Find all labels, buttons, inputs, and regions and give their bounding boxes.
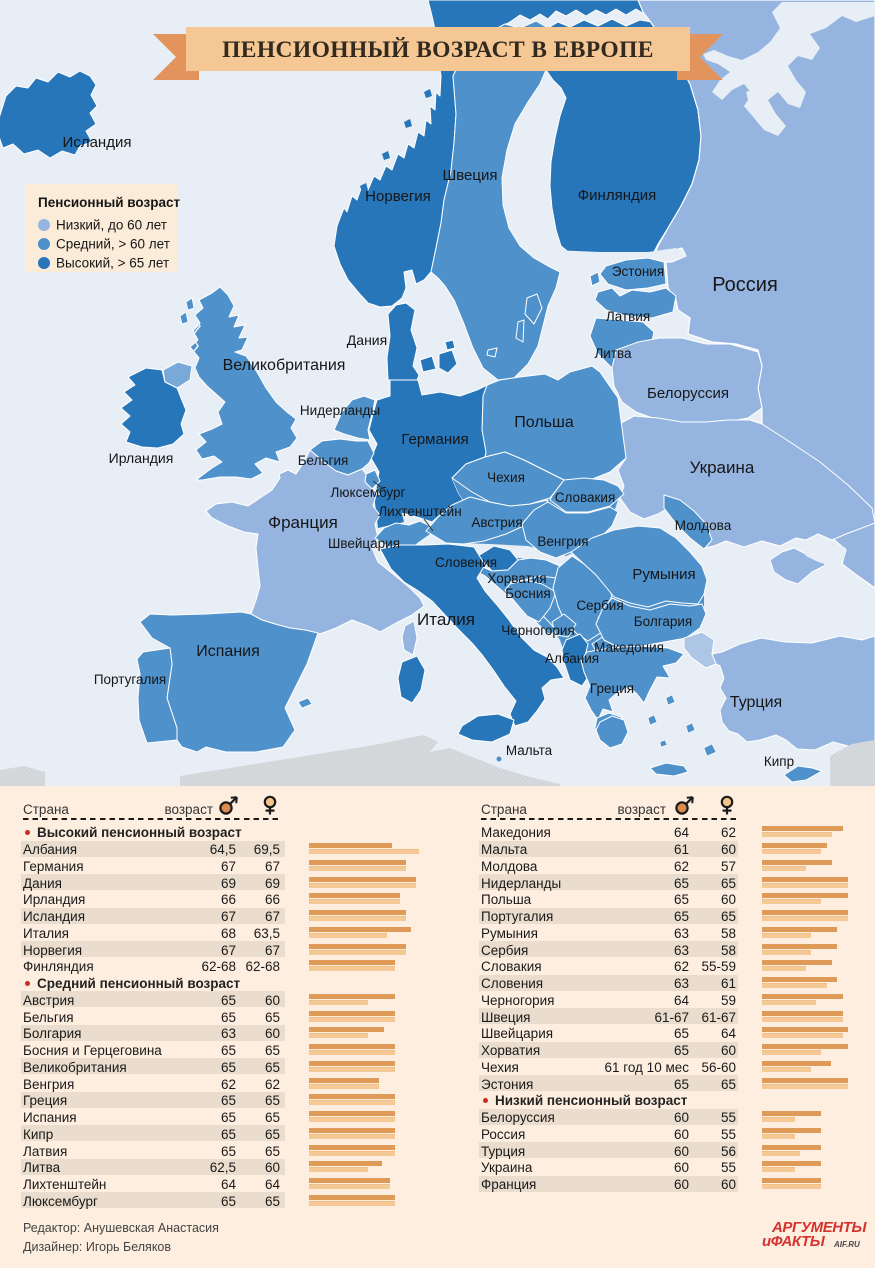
svg-text:Великобритания: Великобритания <box>223 357 346 374</box>
svg-text:Польша: Польша <box>514 414 574 431</box>
svg-text:Венгрия: Венгрия <box>537 534 588 549</box>
svg-text:Низкий, до 60 лет: Низкий, до 60 лет <box>56 218 167 233</box>
svg-text:Швеция: Швеция <box>443 167 498 184</box>
svg-text:Албания: Албания <box>545 651 599 666</box>
svg-text:Латвия: Латвия <box>606 309 650 324</box>
svg-text:Германия: Германия <box>401 431 468 448</box>
svg-text:Нидерланды: Нидерланды <box>300 403 380 418</box>
svg-text:Исландия: Исландия <box>63 134 132 151</box>
svg-text:Франция: Франция <box>268 513 338 532</box>
svg-text:Пенсионный возраст: Пенсионный возраст <box>38 195 180 210</box>
svg-text:Норвегия: Норвегия <box>365 188 431 205</box>
svg-text:Высокий, > 65 лет: Высокий, > 65 лет <box>56 256 169 271</box>
svg-text:Италия: Италия <box>417 610 475 629</box>
svg-text:Чехия: Чехия <box>487 470 525 485</box>
svg-text:Сербия: Сербия <box>576 598 623 613</box>
svg-text:Эстония: Эстония <box>612 264 664 279</box>
svg-text:Ирландия: Ирландия <box>109 450 174 466</box>
svg-text:Молдова: Молдова <box>675 518 732 533</box>
svg-text:Греция: Греция <box>590 681 634 696</box>
svg-text:Дания: Дания <box>347 332 387 348</box>
svg-text:Босния: Босния <box>505 586 550 601</box>
svg-text:Румыния: Румыния <box>632 566 695 583</box>
svg-text:ПЕНСИОННЫЙ ВОЗРАСТ В ЕВРОПЕ: ПЕНСИОННЫЙ ВОЗРАСТ В ЕВРОПЕ <box>222 37 654 63</box>
svg-text:Средний, > 60 лет: Средний, > 60 лет <box>56 237 170 252</box>
svg-text:Лихтенштейн: Лихтенштейн <box>378 504 461 519</box>
svg-text:Хорватия: Хорватия <box>487 571 546 586</box>
svg-text:Португалия: Португалия <box>94 672 166 687</box>
svg-text:Литва: Литва <box>594 346 632 361</box>
svg-text:Белоруссия: Белоруссия <box>647 385 729 402</box>
svg-text:Украина: Украина <box>690 458 755 477</box>
svg-text:Кипр: Кипр <box>764 754 794 769</box>
svg-text:Испания: Испания <box>196 643 260 660</box>
svg-text:Мальта: Мальта <box>506 743 553 758</box>
svg-text:Словения: Словения <box>435 555 497 570</box>
svg-text:Финляндия: Финляндия <box>578 187 656 204</box>
svg-text:Люксембург: Люксембург <box>331 485 406 500</box>
svg-text:Бельгия: Бельгия <box>298 453 349 468</box>
svg-text:Македония: Македония <box>594 640 664 655</box>
svg-text:Черногория: Черногория <box>501 623 574 638</box>
svg-text:Болгария: Болгария <box>634 614 692 629</box>
svg-text:Россия: Россия <box>712 274 778 296</box>
svg-text:Швейцария: Швейцария <box>328 536 400 551</box>
svg-text:Австрия: Австрия <box>471 515 522 530</box>
svg-text:Словакия: Словакия <box>555 490 616 505</box>
svg-text:Турция: Турция <box>730 694 782 711</box>
